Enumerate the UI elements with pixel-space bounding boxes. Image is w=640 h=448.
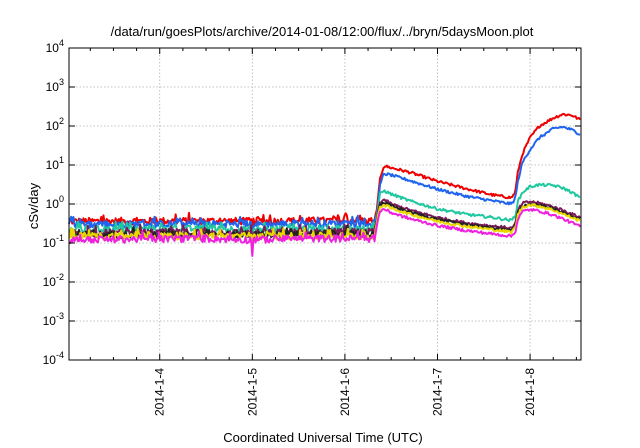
series-line-2 <box>68 125 581 243</box>
x-tick-label: 2014-1-6 <box>338 368 352 416</box>
y-tick-label: 104 <box>46 38 64 55</box>
grid-lines <box>69 48 581 360</box>
axis-ticks <box>69 47 581 361</box>
x-tick-label: 2014-1-7 <box>430 368 444 416</box>
x-tick-label: 2014-1-4 <box>153 368 167 416</box>
y-tick-label: 103 <box>46 77 64 94</box>
y-tick-label: 100 <box>46 194 64 211</box>
y-tick-label: 10-3 <box>43 311 64 328</box>
y-tick-label: 10-1 <box>43 233 64 250</box>
series-line-1 <box>68 112 581 235</box>
x-axis-label: Coordinated Universal Time (UTC) <box>223 430 422 445</box>
y-tick-label: 101 <box>46 155 64 172</box>
x-tick-label: 2014-1-8 <box>523 368 537 416</box>
y-tick-label: 10-4 <box>43 350 64 367</box>
series-line-7 <box>68 208 581 257</box>
chart-title: /data/run/goesPlots/archive/2014-01-08/1… <box>111 24 534 39</box>
x-tick-label: 2014-1-5 <box>245 368 259 416</box>
y-tick-label: 10-2 <box>43 272 64 289</box>
tick-labels: 10-4 10-3 10-2 10-1 100 101 102 103 104 2014-1-4 2… <box>43 38 537 416</box>
y-axis-label: cSv/day <box>26 182 41 229</box>
series-lines <box>68 112 581 257</box>
series-line-5 <box>68 201 581 250</box>
y-tick-label: 102 <box>46 116 64 133</box>
